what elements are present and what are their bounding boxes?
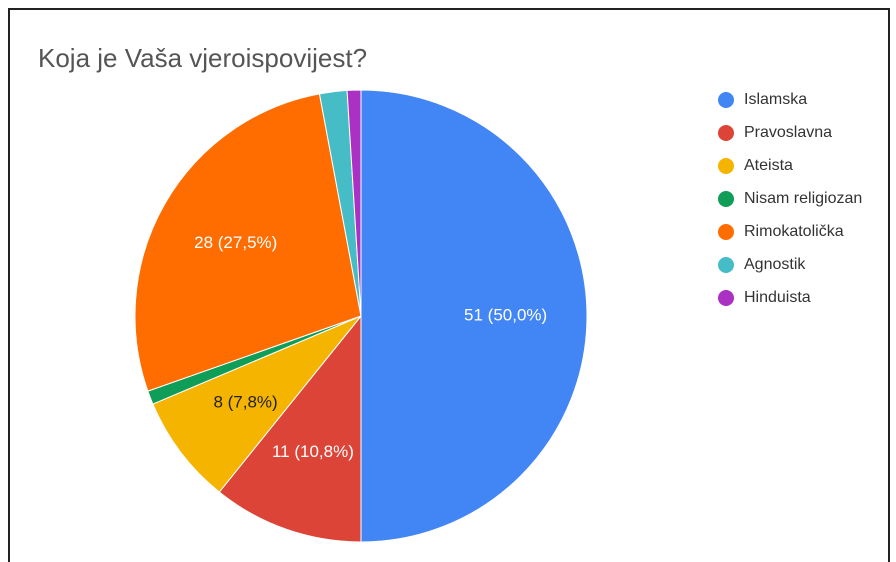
pie-slice [134, 93, 362, 392]
legend-marker [718, 224, 734, 240]
chart-title: Koja je Vaša vjeroispovijest? [38, 43, 367, 73]
legend-label: Ateista [744, 157, 793, 174]
legend-marker [718, 125, 734, 141]
data-label: 28 (27,5%) [194, 233, 277, 252]
legend-label: Hinduista [744, 289, 811, 306]
legend-label: Pravoslavna [744, 124, 832, 141]
data-label: 11 (10,8%) [272, 442, 354, 461]
legend-label: Agnostik [744, 256, 806, 273]
legend-marker [718, 290, 734, 306]
pie-slice [218, 314, 362, 543]
legend-marker [718, 257, 734, 273]
pie-slice [152, 315, 362, 493]
legend-marker [718, 92, 734, 108]
legend-marker [718, 191, 734, 207]
data-label: 51 (50,0%) [464, 305, 547, 324]
legend-label: Nisam religiozan [744, 190, 862, 207]
legend-label: Islamska [744, 91, 807, 108]
data-label: 8 (7,8%) [213, 393, 277, 412]
legend-label: Rimokatolička [744, 223, 844, 240]
pie-slice [360, 89, 588, 543]
legend-marker [718, 158, 734, 174]
pie-slice [346, 89, 362, 317]
